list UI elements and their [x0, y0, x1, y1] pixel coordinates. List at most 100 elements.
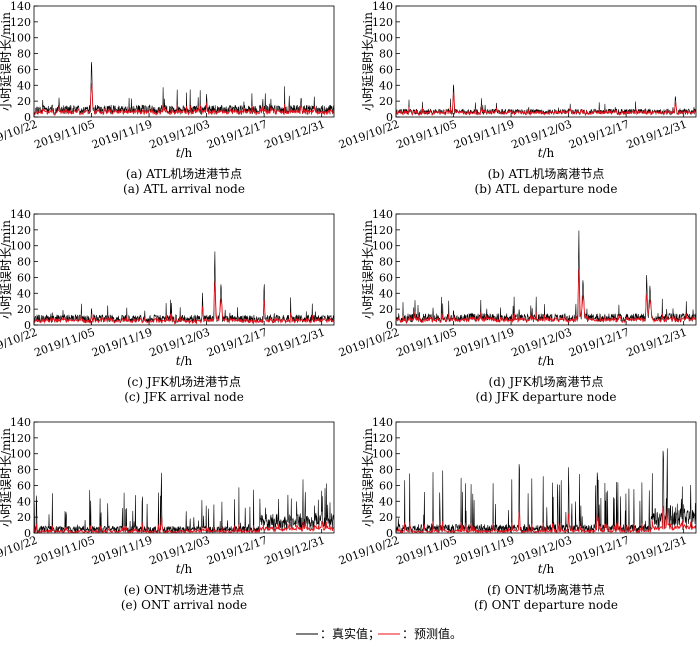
x-tick-label: 2019/11/05: [395, 534, 459, 568]
caption-en: (a) ATL arrival node: [123, 182, 245, 196]
caption-en: (f) ONT departure node: [474, 598, 618, 612]
series-actual-line: [34, 251, 334, 324]
x-axis-label: t/h: [176, 354, 193, 368]
y-tick-label: 120: [372, 16, 393, 29]
y-tick-label: 20: [17, 95, 31, 108]
panel-c: 020406080100120140小时延误时长/min2019/10/2220…: [0, 208, 335, 404]
x-axis-label: t/h: [176, 562, 193, 576]
y-tick-label: 20: [17, 303, 31, 316]
y-tick-label: 100: [10, 240, 31, 253]
series-predicted-line: [396, 269, 696, 325]
legend: ：真实值； ：预测值。: [296, 626, 462, 641]
y-axis-label: 小时延误时长/min: [361, 428, 375, 527]
y-tick-label: 120: [372, 224, 393, 237]
x-tick-label: 2019/11/05: [33, 326, 97, 360]
y-tick-label: 40: [379, 495, 393, 508]
series-actual-line: [396, 84, 696, 116]
x-tick-label: 2019/12/31: [263, 326, 327, 360]
x-tick-label: 2019/12/31: [625, 534, 689, 568]
y-tick-label: 80: [379, 48, 393, 61]
x-tick-label: 2019/11/19: [452, 118, 516, 152]
caption-en: (e) ONT arrival node: [121, 598, 247, 612]
y-tick-label: 60: [17, 479, 31, 492]
x-axis-label: t/h: [538, 562, 555, 576]
y-tick-label: 80: [17, 464, 31, 477]
x-tick-label: 2019/11/05: [33, 118, 97, 152]
y-tick-label: 20: [379, 303, 393, 316]
caption-cn: (f) ONT机场离港节点: [487, 582, 605, 597]
plot-frame: [395, 213, 697, 326]
y-tick-label: 100: [372, 448, 393, 461]
caption-en: (c) JFK arrival node: [124, 390, 244, 404]
panel-f: 020406080100120140小时延误时长/min2019/10/2220…: [337, 416, 697, 612]
y-tick-label: 140: [372, 0, 393, 13]
caption-cn: (a) ATL机场进港节点: [126, 167, 242, 181]
x-tick-label: 2019/12/17: [567, 326, 631, 360]
plot-frame: [33, 421, 335, 534]
x-tick-label: 2019/12/17: [205, 534, 269, 568]
x-tick-label: 2019/12/31: [625, 118, 689, 152]
series-predicted-line: [396, 92, 696, 117]
y-tick-label: 40: [17, 287, 31, 300]
x-tick-label: 2019/11/05: [33, 534, 97, 568]
x-tick-label: 2019/12/31: [625, 326, 689, 360]
y-tick-label: 60: [17, 63, 31, 76]
x-tick-label: 2019/10/22: [0, 326, 39, 360]
y-tick-label: 0: [24, 319, 31, 332]
y-tick-label: 80: [379, 464, 393, 477]
y-tick-label: 100: [10, 448, 31, 461]
x-tick-label: 2019/10/22: [337, 118, 401, 152]
series-actual-line: [34, 472, 334, 533]
y-tick-label: 140: [10, 208, 31, 221]
caption-cn: (b) ATL机场离港节点: [488, 166, 605, 181]
caption-cn: (c) JFK机场进港节点: [127, 375, 241, 389]
plot-frame: [33, 5, 335, 118]
y-tick-label: 100: [10, 32, 31, 45]
y-tick-label: 0: [24, 527, 31, 540]
y-tick-label: 80: [17, 256, 31, 269]
y-tick-label: 140: [372, 416, 393, 429]
plot-frame: [395, 5, 697, 118]
y-tick-label: 20: [17, 511, 31, 524]
legend-predicted-label: ：预测值。: [402, 626, 462, 641]
x-tick-label: 2019/11/19: [452, 534, 516, 568]
series-predicted-line: [34, 83, 334, 116]
y-tick-label: 0: [386, 527, 393, 540]
panel-b: 020406080100120140小时延误时长/min2019/10/2220…: [337, 0, 697, 196]
caption-cn: (d) JFK机场离港节点: [489, 374, 604, 389]
y-tick-label: 20: [379, 95, 393, 108]
x-tick-label: 2019/10/22: [337, 534, 401, 568]
y-tick-label: 60: [379, 271, 393, 284]
series-predicted-line: [34, 281, 334, 325]
series-predicted-line: [396, 505, 696, 533]
series-actual-line: [396, 448, 696, 533]
x-tick-label: 2019/12/17: [205, 326, 269, 360]
x-tick-label: 2019/11/05: [395, 326, 459, 360]
x-tick-label: 2019/11/19: [90, 326, 154, 360]
y-tick-label: 140: [372, 208, 393, 221]
y-tick-label: 80: [17, 48, 31, 61]
y-tick-label: 100: [372, 240, 393, 253]
y-tick-label: 60: [379, 479, 393, 492]
x-tick-label: 2019/12/17: [205, 118, 269, 152]
x-tick-label: 2019/10/22: [337, 326, 401, 360]
legend-actual-label: ：真实值；: [320, 626, 380, 641]
plot-frame: [395, 421, 697, 534]
panel-a: 020406080100120140小时延误时长/min2019/10/2220…: [0, 0, 335, 196]
x-tick-label: 2019/11/19: [452, 326, 516, 360]
y-tick-label: 140: [10, 0, 31, 13]
y-tick-label: 100: [372, 32, 393, 45]
x-tick-label: 2019/11/05: [395, 118, 459, 152]
x-tick-label: 2019/12/17: [567, 534, 631, 568]
x-tick-label: 2019/12/31: [263, 118, 327, 152]
x-tick-label: 2019/12/17: [567, 118, 631, 152]
y-axis-label: 小时延误时长/min: [361, 12, 375, 111]
series-actual-line: [34, 61, 334, 116]
y-tick-label: 40: [379, 79, 393, 92]
y-tick-label: 120: [10, 16, 31, 29]
caption-en: (b) ATL departure node: [475, 182, 618, 196]
y-axis-label: 小时延误时长/min: [0, 428, 13, 527]
y-tick-label: 40: [17, 79, 31, 92]
y-tick-label: 0: [386, 319, 393, 332]
